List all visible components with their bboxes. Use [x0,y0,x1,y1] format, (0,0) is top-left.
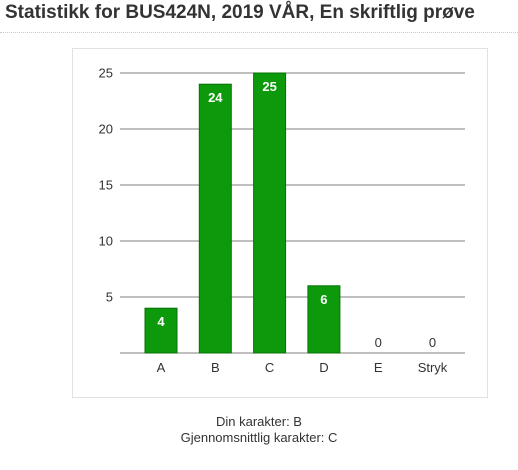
bar [307,285,341,354]
title-divider [0,32,518,33]
bar-value-label: 25 [262,79,276,94]
bar-value-label: 6 [320,292,327,307]
bar-value-label: 0 [429,335,436,350]
x-tick-label: C [265,360,274,375]
y-tick-label: 5 [106,290,113,305]
x-tick-label: Stryk [418,360,448,375]
y-tick-label: 25 [99,66,113,81]
grade-summary: Din karakter: B Gjennomsnittlig karakter… [0,414,518,446]
y-tick-label: 20 [99,122,113,137]
your-grade-text: Din karakter: B [216,414,302,429]
bar-value-label: 24 [208,90,223,105]
y-tick-label: 15 [99,178,113,193]
bar [144,307,178,354]
bar [198,83,232,354]
bar-value-label: 0 [375,335,382,350]
x-tick-label: A [157,360,166,375]
average-grade-text: Gjennomsnittlig karakter: C [180,430,338,445]
x-tick-label: B [211,360,220,375]
bar [253,72,287,354]
x-tick-label: D [319,360,328,375]
x-tick-label: E [374,360,383,375]
page-title: Statistikk for BUS424N, 2019 VÅR, En skr… [5,2,475,23]
bar-value-label: 4 [157,314,165,329]
y-tick-label: 10 [99,234,113,249]
